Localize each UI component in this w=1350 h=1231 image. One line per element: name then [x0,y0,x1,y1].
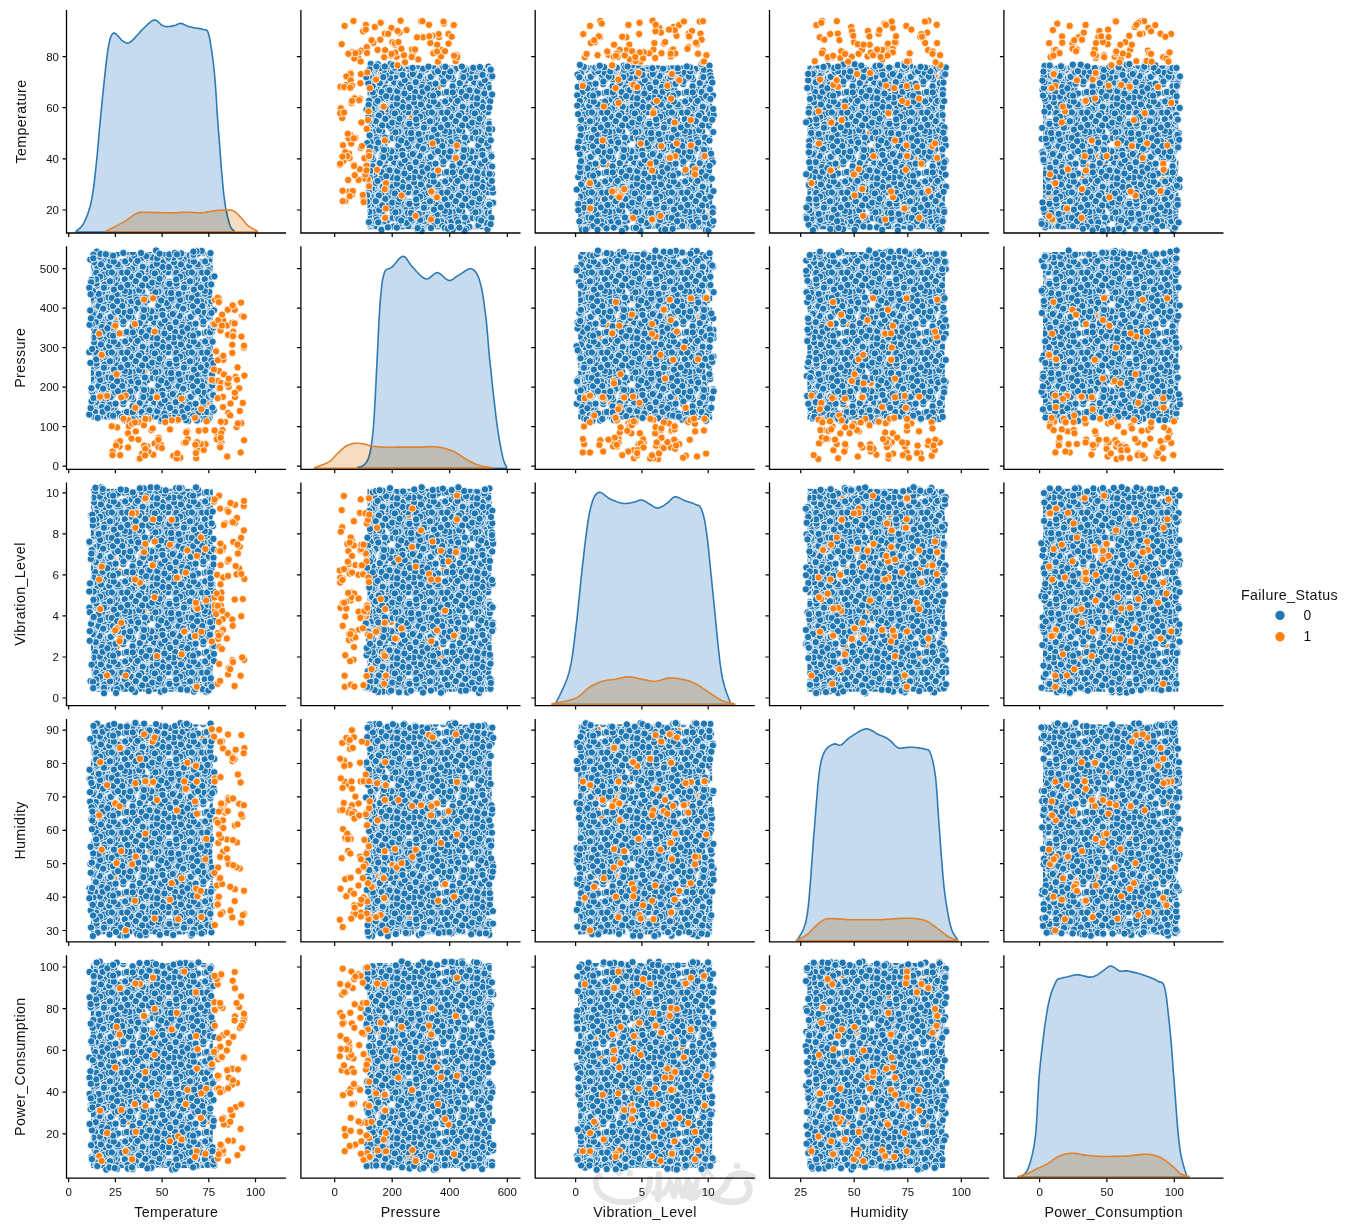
svg-text:Humidity: Humidity [850,1204,909,1220]
svg-text:400: 400 [440,1186,459,1198]
svg-text:50: 50 [46,858,59,870]
svg-text:40: 40 [46,891,59,903]
svg-text:1: 1 [1304,629,1312,644]
svg-text:60: 60 [46,102,59,114]
svg-text:Power_Consumption: Power_Consumption [13,997,29,1136]
svg-text:Pressure: Pressure [13,328,29,388]
svg-text:Failure_Status: Failure_Status [1241,587,1338,603]
svg-text:100: 100 [40,421,59,433]
svg-text:4: 4 [53,610,60,622]
svg-text:20: 20 [46,204,59,216]
svg-text:6: 6 [53,569,59,581]
svg-text:0: 0 [1304,608,1312,623]
svg-text:40: 40 [46,1086,59,1098]
svg-text:75: 75 [202,1186,215,1198]
svg-text:Vibration_Level: Vibration_Level [13,542,29,646]
svg-text:Pressure: Pressure [381,1204,441,1220]
svg-text:40: 40 [46,153,59,165]
svg-text:500: 500 [40,263,59,275]
svg-text:80: 80 [46,51,59,63]
svg-text:50: 50 [1101,1186,1114,1198]
svg-text:400: 400 [40,302,59,314]
svg-text:0: 0 [572,1186,578,1198]
svg-text:Temperature: Temperature [13,79,29,163]
svg-text:Vibration_Level: Vibration_Level [593,1204,697,1220]
svg-text:60: 60 [46,1044,59,1056]
svg-text:Humidity: Humidity [13,801,29,860]
svg-text:30: 30 [46,925,59,937]
svg-text:100: 100 [246,1186,265,1198]
svg-text:75: 75 [901,1186,914,1198]
svg-text:8: 8 [53,528,59,540]
svg-text:0: 0 [65,1186,71,1198]
svg-text:25: 25 [794,1186,807,1198]
svg-text:50: 50 [848,1186,861,1198]
svg-text:90: 90 [46,724,59,736]
svg-text:0: 0 [53,460,59,472]
svg-text:0: 0 [331,1186,337,1198]
svg-text:200: 200 [383,1186,402,1198]
svg-text:10: 10 [46,487,59,499]
svg-text:70: 70 [46,791,59,803]
svg-text:2: 2 [53,651,59,663]
svg-text:0: 0 [53,692,59,704]
svg-text:10: 10 [702,1186,715,1198]
svg-text:25: 25 [109,1186,122,1198]
svg-text:Temperature: Temperature [134,1204,218,1220]
svg-text:20: 20 [46,1128,59,1140]
svg-text:Power_Consumption: Power_Consumption [1044,1204,1183,1220]
svg-text:200: 200 [40,381,59,393]
svg-text:80: 80 [46,1003,59,1015]
svg-text:100: 100 [952,1186,971,1198]
svg-text:60: 60 [46,824,59,836]
svg-text:300: 300 [40,342,59,354]
svg-text:0: 0 [1036,1186,1042,1198]
svg-text:80: 80 [46,758,59,770]
svg-text:600: 600 [498,1186,517,1198]
svg-text:100: 100 [1165,1186,1184,1198]
svg-text:50: 50 [156,1186,169,1198]
svg-text:5: 5 [639,1186,645,1198]
svg-text:100: 100 [40,961,59,973]
